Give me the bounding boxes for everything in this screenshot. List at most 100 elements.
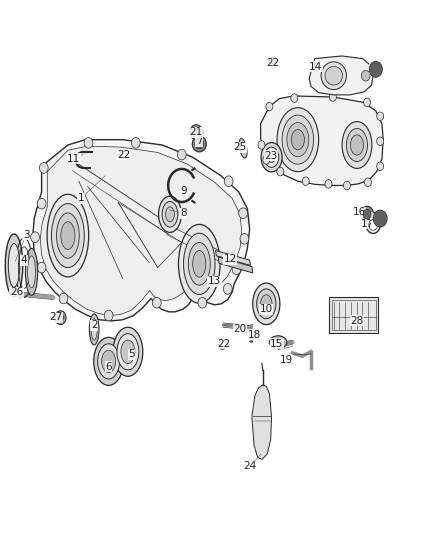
Circle shape <box>258 141 265 149</box>
Circle shape <box>57 314 64 321</box>
Circle shape <box>361 70 370 81</box>
Ellipse shape <box>102 350 116 373</box>
Polygon shape <box>218 257 253 273</box>
Circle shape <box>302 177 309 185</box>
Ellipse shape <box>121 340 135 364</box>
Ellipse shape <box>184 233 215 294</box>
Ellipse shape <box>188 243 210 285</box>
Polygon shape <box>215 251 251 265</box>
Ellipse shape <box>91 319 97 340</box>
Circle shape <box>223 284 232 294</box>
Text: 22: 22 <box>117 150 130 159</box>
Circle shape <box>198 297 207 308</box>
Circle shape <box>364 98 371 107</box>
Text: 14: 14 <box>309 62 322 71</box>
Circle shape <box>39 163 48 173</box>
Circle shape <box>17 290 23 298</box>
Ellipse shape <box>360 206 374 222</box>
Ellipse shape <box>179 224 220 303</box>
Text: 25: 25 <box>233 142 247 152</box>
Circle shape <box>377 137 384 146</box>
Circle shape <box>364 178 371 187</box>
Text: 5: 5 <box>128 350 135 359</box>
Circle shape <box>37 262 46 273</box>
Text: 18: 18 <box>247 330 261 340</box>
Ellipse shape <box>28 256 35 288</box>
Circle shape <box>277 167 284 176</box>
Polygon shape <box>261 96 383 185</box>
Text: 21: 21 <box>371 213 384 222</box>
Text: 22: 22 <box>217 339 230 349</box>
Circle shape <box>329 93 336 101</box>
Ellipse shape <box>47 194 88 277</box>
Circle shape <box>325 180 332 188</box>
Ellipse shape <box>166 207 174 222</box>
Ellipse shape <box>239 139 247 158</box>
Circle shape <box>224 176 233 187</box>
Polygon shape <box>309 56 373 95</box>
Ellipse shape <box>265 147 279 167</box>
Text: 22: 22 <box>266 58 279 68</box>
Text: 11: 11 <box>67 154 80 164</box>
Ellipse shape <box>193 251 206 277</box>
Ellipse shape <box>282 115 314 164</box>
Ellipse shape <box>269 336 287 349</box>
Text: 13: 13 <box>208 277 221 286</box>
Ellipse shape <box>117 334 139 370</box>
Text: 9: 9 <box>180 186 187 196</box>
Text: 17: 17 <box>360 219 374 229</box>
Ellipse shape <box>257 289 276 319</box>
Text: 24: 24 <box>243 462 256 471</box>
Circle shape <box>177 149 186 160</box>
Polygon shape <box>40 146 242 316</box>
Ellipse shape <box>350 135 364 155</box>
Text: 6: 6 <box>105 362 112 372</box>
Circle shape <box>373 210 387 227</box>
Text: 26: 26 <box>10 287 23 297</box>
Text: 27: 27 <box>49 312 63 322</box>
Circle shape <box>291 94 298 102</box>
Ellipse shape <box>113 327 143 376</box>
Circle shape <box>369 61 382 77</box>
Bar <box>329 297 378 333</box>
Ellipse shape <box>89 314 99 345</box>
Text: 8: 8 <box>180 208 187 218</box>
Circle shape <box>31 232 39 243</box>
Text: 21: 21 <box>369 63 382 73</box>
Ellipse shape <box>287 123 309 157</box>
Ellipse shape <box>52 204 84 268</box>
Ellipse shape <box>57 213 79 258</box>
Ellipse shape <box>374 212 385 225</box>
Ellipse shape <box>25 248 38 295</box>
Ellipse shape <box>261 295 272 313</box>
Circle shape <box>55 311 66 325</box>
Circle shape <box>240 233 249 244</box>
Circle shape <box>131 138 140 148</box>
Text: 23: 23 <box>264 151 277 160</box>
Polygon shape <box>210 280 215 286</box>
Circle shape <box>84 138 93 148</box>
Ellipse shape <box>249 331 259 338</box>
Ellipse shape <box>61 222 75 249</box>
Polygon shape <box>33 140 250 321</box>
Ellipse shape <box>94 337 124 385</box>
Circle shape <box>343 181 350 190</box>
Text: 2: 2 <box>91 320 98 330</box>
Circle shape <box>37 198 46 209</box>
Ellipse shape <box>190 125 203 140</box>
Ellipse shape <box>277 108 319 172</box>
Text: 4: 4 <box>21 255 28 265</box>
Ellipse shape <box>346 128 367 161</box>
Circle shape <box>263 156 270 164</box>
Ellipse shape <box>253 283 280 325</box>
Bar <box>332 300 376 330</box>
Ellipse shape <box>371 63 381 75</box>
Ellipse shape <box>272 338 284 346</box>
Text: 15: 15 <box>270 339 283 349</box>
Polygon shape <box>252 385 272 459</box>
Text: 12: 12 <box>223 254 237 264</box>
Text: 10: 10 <box>260 304 273 314</box>
Ellipse shape <box>291 130 304 150</box>
Ellipse shape <box>195 139 204 149</box>
Ellipse shape <box>363 209 371 219</box>
